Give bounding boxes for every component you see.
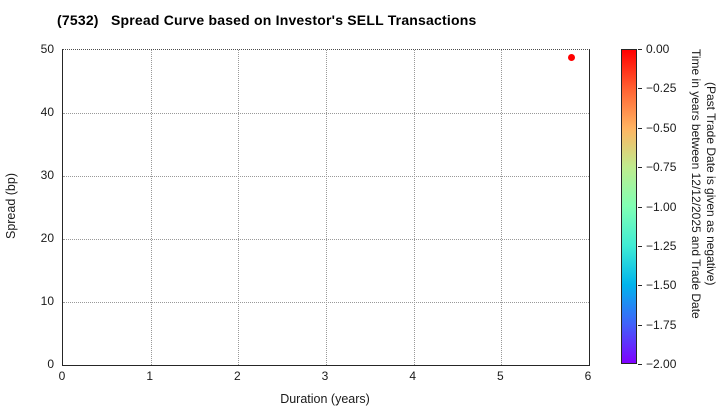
colorbar-label-line2: (Past Trade Date is given as negative) [704,82,718,286]
y-tick-labels: 0 10 20 30 40 50 [0,42,54,371]
x-tick-label: 1 [146,369,153,383]
h-gridline [63,113,589,114]
y-tick-label: 0 [47,357,54,371]
scatter-point [567,54,575,62]
colorbar-tick-mark [638,324,642,326]
y-tick-label: 30 [40,168,54,182]
x-tick-label: 4 [409,369,416,383]
colorbar-tick-labels: 0.00 −0.25 −0.50 −0.75 −1.00 −1.25 −1.50 −1.75 −… [638,42,698,371]
h-gridline [63,176,589,177]
colorbar-tick-label: −1.50 [646,278,677,293]
plot-area [62,49,590,366]
colorbar-tick-label: −1.75 [646,317,677,332]
colorbar-tick-mark [638,167,642,169]
x-tick-label: 5 [496,369,504,383]
colorbar-tick-label: −1.25 [646,238,677,253]
colorbar-label-line1: Time in years between 12/12/2025 and Tra… [689,49,703,319]
v-gridline [150,50,152,365]
colorbar [621,49,637,364]
v-gridline [501,50,503,365]
colorbar-tick-mark [638,49,642,50]
colorbar-tick-mark [638,88,642,90]
x-tick-label: 0 [58,369,66,383]
v-gridline [238,50,240,365]
colorbar-tick-mark [638,245,642,247]
v-gridline [326,50,327,365]
colorbar-tick-mark [638,206,642,208]
colorbar-tick-label: −2.00 [646,357,677,371]
chart-title: (7532) Spread Curve based on Investor's … [57,12,477,28]
y-tick-label: 50 [40,42,54,56]
colorbar-tick-mark [638,127,642,129]
x-tick-label: 3 [321,369,329,383]
colorbar-label: Time in years between 12/12/2025 and Tra… [688,49,718,364]
colorbar-tick-mark [638,364,642,365]
colorbar-tick-label: −0.25 [646,81,677,96]
colorbar-tick-label: −1.00 [646,199,677,214]
x-tick-label: 6 [584,369,592,383]
v-gridline [413,50,415,365]
x-tick-label: 2 [233,369,241,383]
colorbar-tick-label: 0.00 [646,42,670,56]
y-tick-label: 10 [40,294,54,308]
colorbar-tick-label: −0.75 [646,160,677,175]
x-axis-label: Duration (years) [280,392,370,406]
h-gridline [63,239,589,240]
y-tick-label: 40 [40,105,54,119]
colorbar-tick-label: −0.50 [646,120,677,135]
h-gridline [63,302,589,303]
x-tick-labels: 0 1 2 3 4 5 6 [58,369,592,383]
colorbar-tick-mark [638,285,642,287]
y-tick-label: 20 [40,231,54,245]
